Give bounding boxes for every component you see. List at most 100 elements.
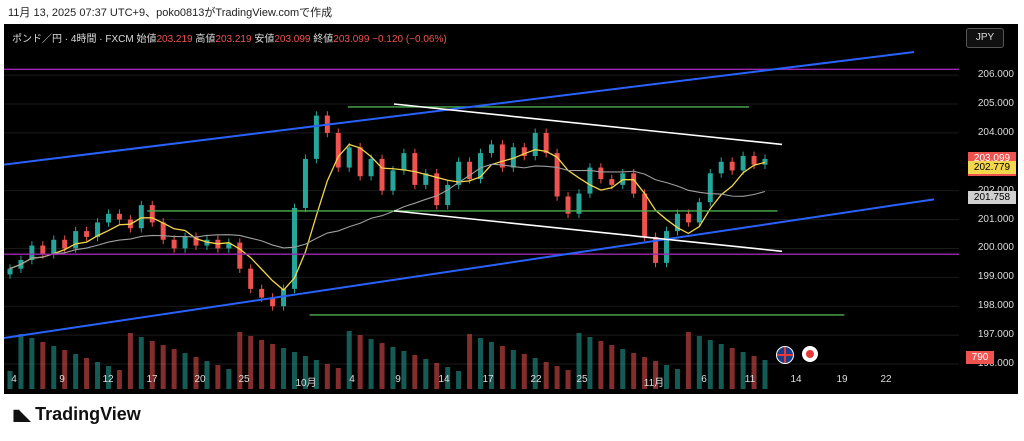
candle-body (445, 184, 451, 206)
time-tick-label: 14 (790, 374, 802, 385)
volume-bar (532, 358, 538, 389)
volume-bar (204, 361, 210, 389)
candle-body (576, 193, 582, 214)
volume-bar (478, 338, 484, 389)
candle-body (707, 173, 713, 203)
candle-body (521, 147, 527, 156)
volume-bar (29, 338, 35, 389)
candle-body (478, 153, 484, 180)
candle-body (335, 132, 341, 168)
low-label: 安値 (254, 34, 275, 45)
candle-body (423, 173, 429, 185)
currency-button[interactable]: JPY (966, 28, 1004, 48)
volume-bar (335, 368, 341, 389)
time-tick-label: 10月 (295, 378, 317, 389)
volume-bar (291, 352, 297, 389)
price-chart[interactable] (4, 24, 1018, 394)
candle-body (149, 205, 155, 223)
candle-body (740, 156, 746, 171)
volume-bar (543, 362, 549, 389)
time-tick-label: 9 (59, 374, 65, 385)
volume-bar (401, 351, 407, 389)
volume-bar (270, 344, 276, 389)
candle-body (105, 213, 111, 223)
time-tick-label: 17 (482, 374, 494, 385)
uk-flag-icon[interactable] (776, 346, 794, 364)
volume-bar (7, 371, 13, 389)
time-tick-label: 25 (238, 374, 250, 385)
high-label: 高値 (195, 34, 216, 45)
low-value: 203.099 (274, 34, 311, 45)
chart-frame[interactable]: ポンド／円 · 4時間 · FXCM 始値203.219 高値203.219 安… (4, 24, 1018, 394)
time-tick-label: 11月 (643, 378, 665, 389)
japan-flag-icon[interactable] (802, 346, 818, 362)
volume-bar (664, 365, 670, 389)
price-tick-label: 204.000 (977, 126, 1014, 138)
tradingview-icon: ▮◣ (12, 406, 31, 424)
ma-fast-line (9, 143, 766, 291)
volume-bar (620, 349, 626, 389)
time-tick-label: 11 (744, 374, 756, 385)
candle-body (587, 167, 593, 194)
candle-body (467, 161, 473, 180)
candle-body (674, 213, 680, 232)
price-tick-label: 199.000 (977, 271, 1014, 283)
volume-bar (215, 365, 221, 389)
volume-bar (357, 335, 363, 389)
candle-body (368, 158, 374, 177)
candle-body (95, 222, 101, 237)
volume-bar (368, 339, 374, 389)
volume-bar (631, 353, 637, 389)
price-tick-label: 202.000 (978, 185, 1014, 196)
volume-bar (346, 331, 352, 389)
volume-bar (226, 369, 232, 389)
candle-body (171, 239, 177, 249)
candle-body (138, 205, 144, 229)
volume-bar (160, 345, 166, 389)
candle-body (193, 236, 199, 246)
time-tick-label: 25 (576, 374, 588, 385)
wedge-upper-line (393, 103, 783, 146)
candle-body (84, 231, 90, 237)
candle-body (653, 236, 659, 263)
volume-bar (674, 369, 680, 389)
candle-body (685, 213, 691, 223)
price-tick-label: 201.000 (977, 213, 1014, 225)
candle-body (29, 245, 35, 260)
ma-slow-line (9, 163, 766, 270)
candle-body (401, 153, 407, 171)
channel-lower-line (4, 198, 935, 339)
candle-body (73, 231, 79, 249)
candle-body (40, 245, 46, 255)
volume-bar (302, 356, 308, 389)
volume-bar (653, 361, 659, 389)
volume-bar (521, 354, 527, 389)
volume-bar (324, 364, 330, 389)
volume-bar (281, 348, 287, 389)
volume-bar (95, 362, 101, 389)
time-tick-label: 19 (836, 374, 848, 385)
candle-body (346, 147, 352, 168)
price-tick-label: 197.000 (977, 329, 1014, 341)
volume-bar (149, 341, 155, 389)
candle-body (631, 173, 637, 194)
volume-bar (488, 342, 494, 389)
volume-bar (467, 334, 473, 389)
volume-bar (62, 350, 68, 389)
volume-bar (127, 333, 133, 389)
candle-body (291, 208, 297, 289)
candle-body (456, 161, 462, 185)
candle-body (226, 242, 232, 249)
candle-body (62, 239, 68, 249)
candle-body (598, 167, 604, 180)
volume-bar (193, 357, 199, 389)
symbol-label: ポンド／円 · 4時間 · FXCM (12, 34, 134, 45)
candle-body (718, 161, 724, 174)
volume-bar (740, 352, 746, 389)
candle-body (499, 144, 505, 168)
volume-bar (729, 348, 735, 389)
volume-bar (237, 332, 243, 389)
candle-body (488, 144, 494, 154)
open-label: 始値 (136, 34, 157, 45)
price-tick-label: 206.000 (977, 69, 1014, 81)
